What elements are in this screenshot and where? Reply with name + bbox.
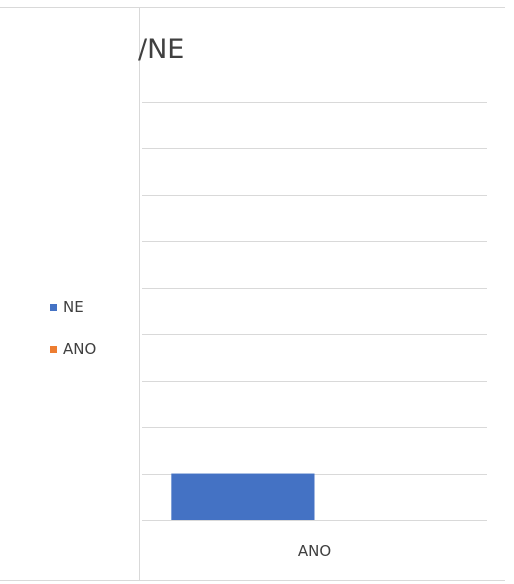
legend-swatch-1 <box>50 345 57 353</box>
legend-label-1: ANO <box>63 340 97 358</box>
legend-label-0: NE <box>63 298 84 316</box>
category-label-0: ANO <box>298 542 331 560</box>
bar-ne-0 <box>171 473 315 520</box>
legend-item-0: NE <box>50 296 96 318</box>
frame-divider <box>139 7 140 581</box>
frame-top-border <box>0 7 505 8</box>
frame-bottom-border <box>0 580 505 581</box>
legend-swatch-0 <box>50 303 57 311</box>
legend-item-1: ANO <box>50 338 96 360</box>
chart-title: /NE <box>138 34 185 65</box>
legend: NE ANO <box>50 296 96 380</box>
